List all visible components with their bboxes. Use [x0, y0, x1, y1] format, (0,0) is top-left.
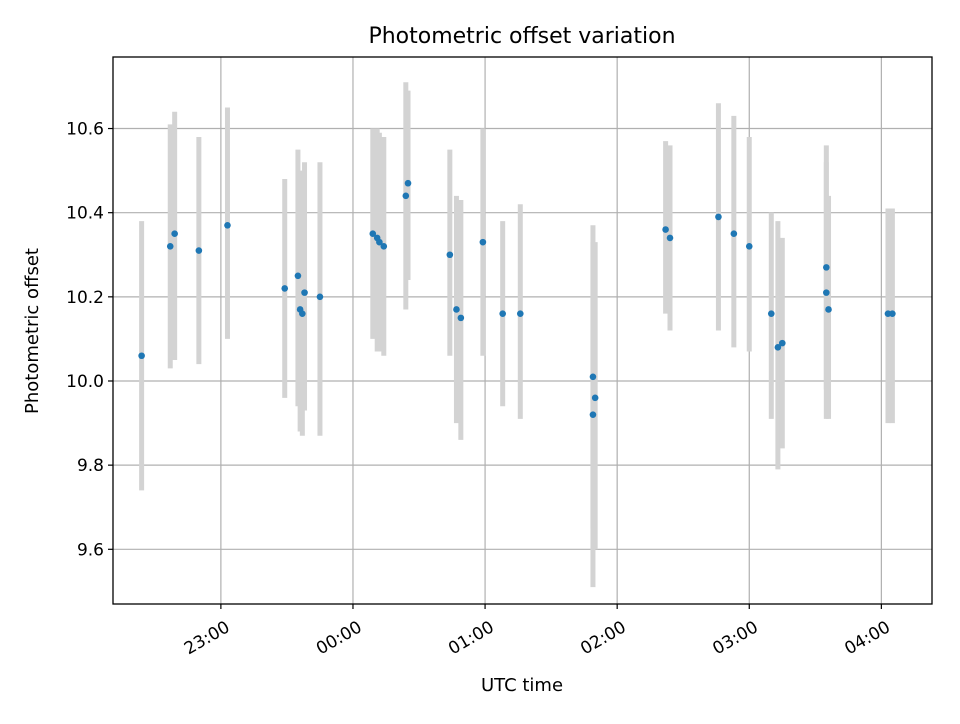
data-point — [715, 213, 722, 221]
data-point — [774, 344, 782, 351]
data-point — [778, 339, 786, 347]
data-point — [404, 179, 412, 187]
data-point — [662, 226, 669, 233]
data-point — [823, 289, 830, 296]
data-point — [499, 310, 506, 317]
data-point — [666, 234, 674, 242]
data-point — [369, 230, 377, 238]
data-point — [138, 352, 145, 360]
y-tick-label: 9.8 — [77, 456, 104, 476]
data-point — [825, 306, 832, 313]
x-axis-label: UTC time — [481, 675, 563, 696]
y-tick-label: 10.4 — [66, 204, 104, 224]
data-point — [294, 272, 302, 280]
data-point — [166, 243, 174, 250]
data-point — [589, 411, 597, 418]
data-point — [589, 373, 597, 381]
y-tick-label: 10.0 — [66, 372, 104, 392]
data-point — [889, 310, 896, 317]
data-point — [457, 314, 465, 322]
data-point — [224, 222, 231, 229]
data-point — [479, 238, 487, 246]
data-points — [138, 179, 896, 418]
data-point — [453, 306, 460, 313]
y-axis-label: Photometric offset — [22, 248, 43, 414]
y-tick-label: 10.6 — [66, 120, 104, 140]
data-point — [195, 247, 203, 254]
data-point — [446, 251, 454, 259]
data-point — [591, 394, 599, 402]
data-point — [281, 285, 289, 292]
y-tick-label: 10.2 — [66, 288, 104, 308]
data-point — [299, 310, 306, 317]
y-tick-label: 9.6 — [77, 540, 104, 560]
data-point — [376, 238, 383, 246]
chart-title: Photometric offset variation — [368, 24, 675, 49]
data-point — [171, 230, 178, 238]
data-point — [316, 293, 324, 301]
y-axis-ticks: 9.6 9.8 10.0 10.2 10.4 10.6 — [66, 120, 113, 560]
data-point — [516, 310, 524, 317]
data-point — [301, 289, 308, 296]
data-point — [767, 310, 775, 317]
data-point — [745, 243, 753, 250]
data-point — [823, 264, 830, 271]
data-point — [402, 192, 410, 200]
data-point — [730, 230, 738, 238]
plot-frame — [112, 56, 933, 605]
data-point — [380, 243, 388, 250]
